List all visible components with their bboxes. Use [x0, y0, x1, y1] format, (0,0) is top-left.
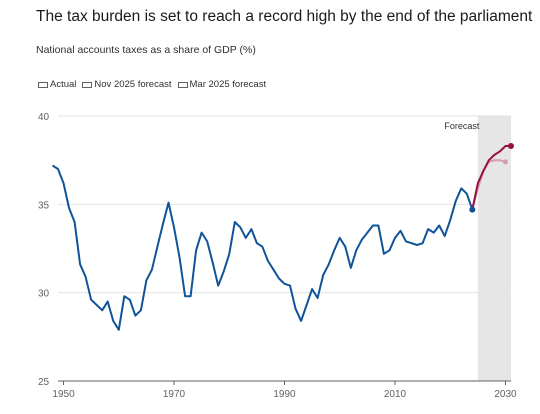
- legend-item-mar-forecast: Mar 2025 forecast: [177, 79, 267, 90]
- legend-label-mar-forecast: Mar 2025 forecast: [189, 79, 267, 90]
- legend-swatch-nov-forecast: [82, 81, 93, 88]
- series-end-marker-nov-2025-forecast: [508, 143, 514, 150]
- chart-subtitle: National accounts taxes as a share of GD…: [36, 44, 256, 56]
- series-end-marker-mar-2025-forecast: [502, 159, 508, 165]
- legend-item-actual: Actual: [38, 79, 76, 90]
- y-tick-label: 35: [38, 200, 50, 211]
- chart-legend: Actual Nov 2025 forecast Mar 2025 foreca…: [38, 79, 272, 90]
- y-tick-label: 25: [38, 377, 50, 388]
- series-line-nov-2025-forecast: [471, 145, 511, 210]
- y-tick-label: 40: [38, 112, 50, 123]
- x-tick-label: 1950: [52, 389, 75, 400]
- legend-swatch-actual: [38, 81, 48, 88]
- legend-item-nov-forecast: Nov 2025 forecast: [82, 79, 172, 90]
- x-tick-label: 1970: [163, 389, 186, 400]
- y-tick-label: 30: [38, 289, 50, 300]
- x-tick-label: 1990: [273, 389, 296, 400]
- x-tick-label: 2030: [494, 389, 517, 400]
- x-tick-label: 2010: [384, 389, 407, 400]
- chart-title: The tax burden is set to reach a record …: [36, 8, 533, 25]
- series-end-marker-actual: [469, 206, 476, 213]
- legend-label-nov-forecast: Nov 2025 forecast: [94, 79, 172, 90]
- legend-swatch-mar-forecast: [177, 81, 188, 88]
- legend-label-actual: Actual: [50, 79, 77, 90]
- forecast-label: Forecast: [444, 121, 480, 131]
- series-line-actual: [51, 164, 474, 331]
